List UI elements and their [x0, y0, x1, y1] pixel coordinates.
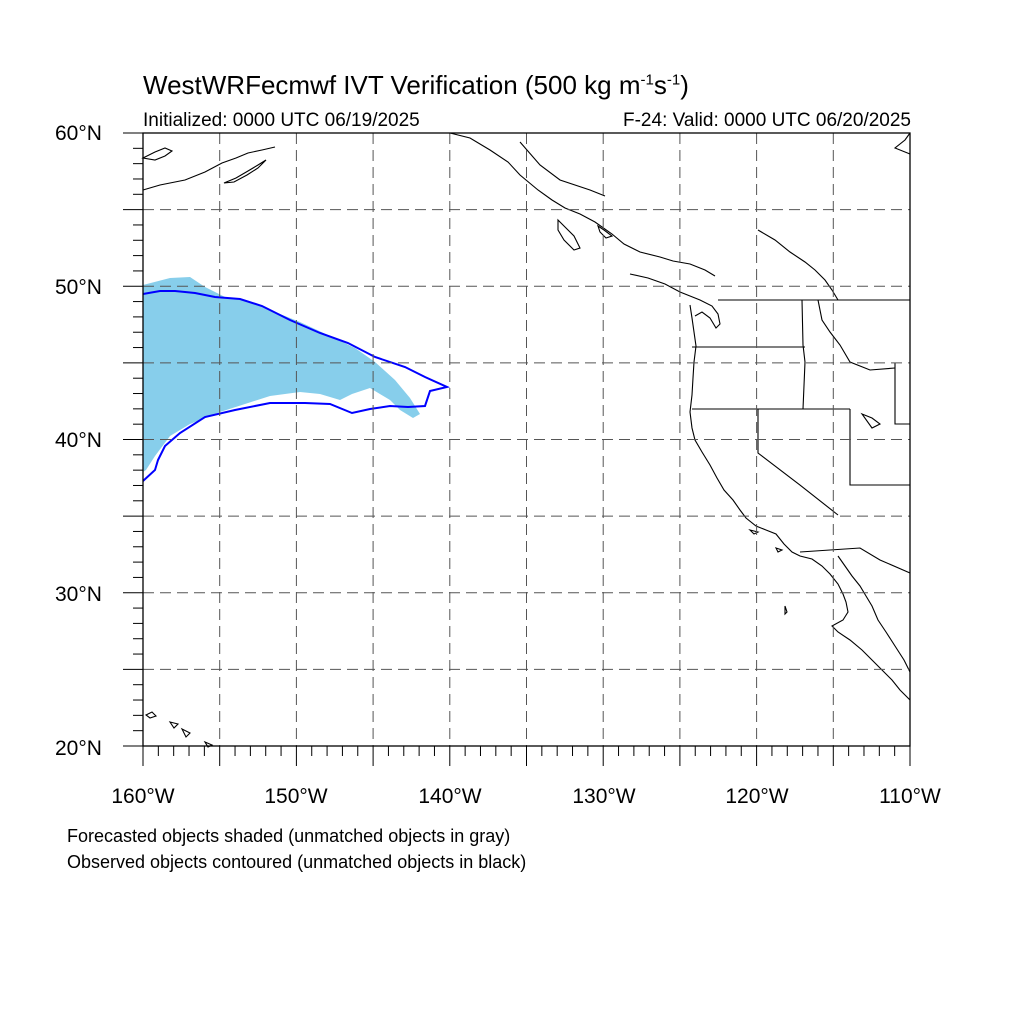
observed-note: Observed objects contoured (unmatched ob…: [67, 852, 527, 872]
lat-label-20: 20°N: [55, 737, 102, 760]
forecast-object: [143, 277, 420, 472]
lon-label-120w: 120°W: [725, 785, 789, 808]
lon-label-110w: 110°W: [879, 785, 941, 808]
initialized-time: Initialized: 0000 UTC 06/19/2025: [143, 110, 420, 131]
observed-contour: [142, 290, 451, 482]
coastlines: [141, 132, 911, 748]
map-title: WestWRFecmwf IVT Verification (500 kg m-…: [143, 70, 689, 100]
lat-label-50: 50°N: [55, 276, 102, 299]
lat-label-40: 40°N: [55, 429, 102, 452]
lon-label-150w: 150°W: [264, 785, 328, 808]
lat-label-30: 30°N: [55, 583, 102, 606]
forecast-note: Forecasted objects shaded (unmatched obj…: [67, 826, 511, 846]
lon-label-160w: 160°W: [111, 785, 175, 808]
lat-label-60: 60°N: [55, 122, 102, 145]
map-frame: [142, 132, 911, 747]
valid-time: F-24: Valid: 0000 UTC 06/20/2025: [623, 110, 911, 131]
lon-label-140w: 140°W: [418, 785, 482, 808]
lon-label-130w: 130°W: [572, 785, 636, 808]
